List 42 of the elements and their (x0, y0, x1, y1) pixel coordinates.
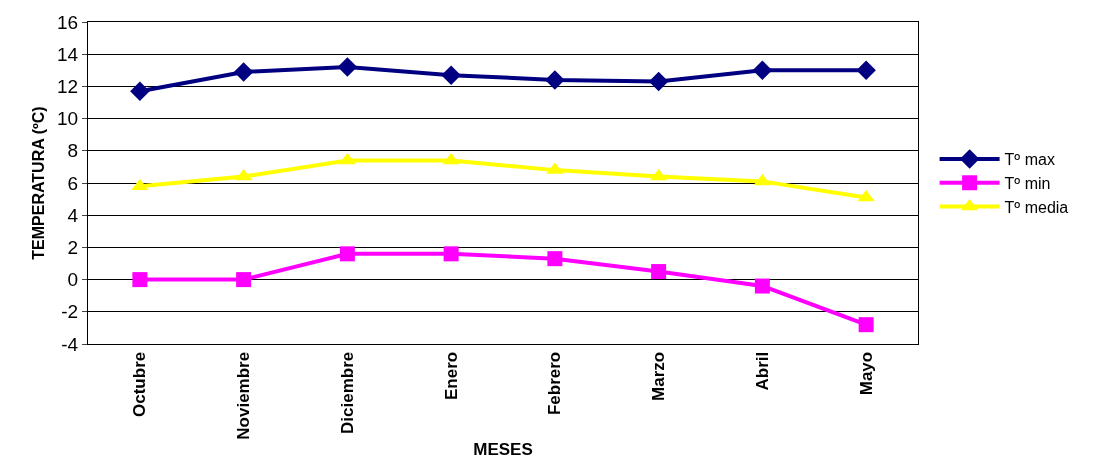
point (857, 189, 875, 202)
x-tick-label: Enero (441, 351, 461, 400)
point (547, 251, 563, 267)
x-axis-title: MESES (473, 440, 533, 460)
y-tick-label: -4 (61, 333, 79, 355)
y-tick-label: 10 (57, 108, 79, 130)
y-tick-label: 16 (57, 11, 79, 33)
point (442, 152, 460, 165)
y-axis-title: TEMPERATURA (ºC) (29, 106, 47, 260)
point (752, 60, 773, 81)
x-tick-label: Octubre (130, 351, 150, 417)
legend-label: Tº min (1004, 174, 1051, 192)
x-tick-label: Marzo (649, 351, 669, 401)
y-tick-label: 0 (67, 269, 79, 291)
x-tick-label: Febrero (545, 351, 565, 416)
y-tick-label: 2 (67, 237, 79, 259)
point (441, 65, 461, 85)
point (443, 246, 459, 262)
point (545, 70, 565, 90)
x-tick-label: Diciembre (337, 351, 357, 434)
point (754, 278, 770, 294)
x-tick-label: Noviembre (234, 351, 254, 440)
point (236, 272, 252, 288)
legend-label: Tº max (1004, 151, 1055, 169)
point (337, 57, 358, 77)
point (648, 71, 669, 92)
point (130, 81, 150, 101)
point (856, 60, 876, 81)
point (858, 317, 874, 333)
y-tick-label: 14 (57, 43, 79, 65)
y-tick-label: 8 (67, 140, 79, 162)
y-tick-label: 6 (67, 172, 79, 194)
point (651, 264, 667, 280)
y-tick-label: -2 (61, 301, 79, 323)
legend-label: Tº media (1004, 198, 1069, 216)
x-tick-label: Abril (752, 351, 772, 391)
y-tick-label: 12 (57, 76, 79, 98)
point (132, 272, 148, 288)
point (233, 62, 254, 82)
point (339, 246, 355, 262)
x-tick-label: Mayo (856, 351, 876, 396)
y-tick-label: 4 (67, 204, 79, 226)
